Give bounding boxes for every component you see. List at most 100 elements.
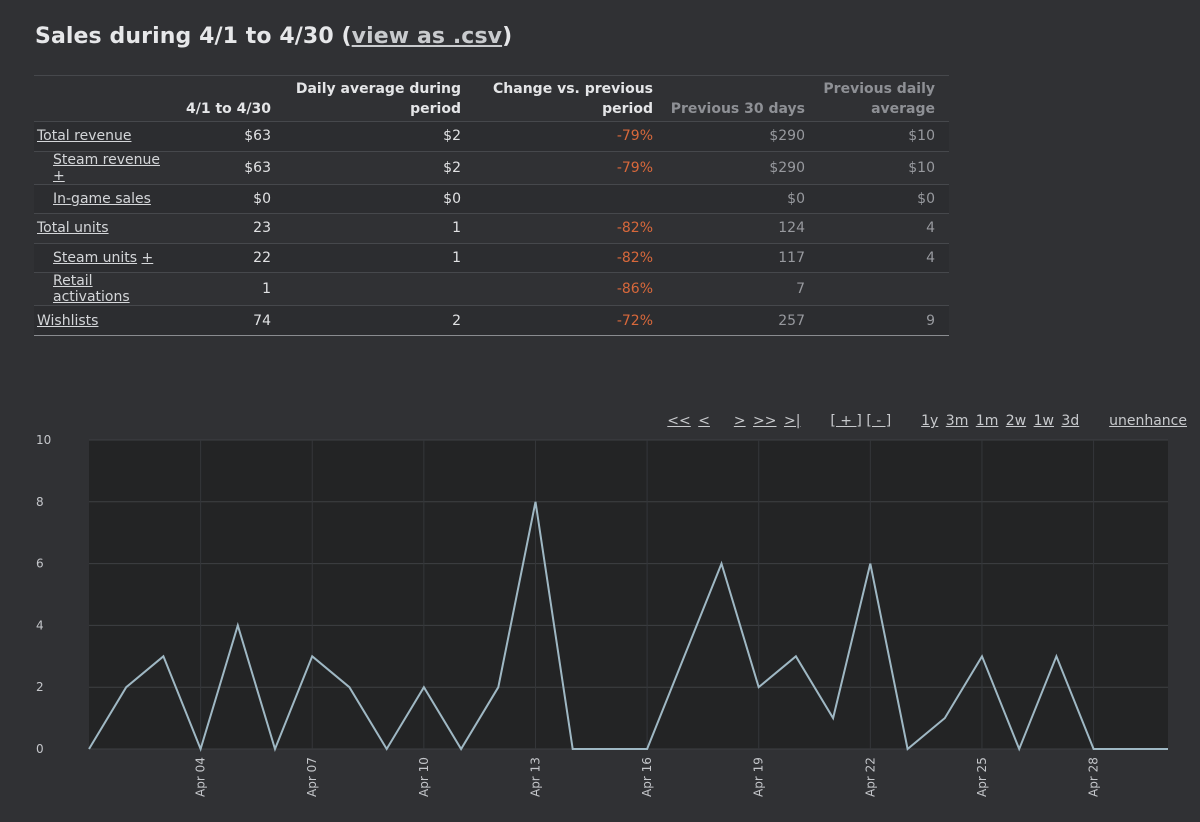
range-3m-link[interactable]: 3m	[945, 413, 969, 429]
y-tick-label: 2	[36, 680, 44, 694]
previous-30-cell: $290	[661, 121, 813, 152]
change-cell: -82%	[469, 213, 661, 244]
column-header-daily-average: Daily average during period	[279, 75, 469, 122]
zoom-out-link[interactable]: [ - ]	[866, 413, 892, 429]
column-header-previous-30: Previous 30 days	[661, 75, 813, 122]
expand-plus-link[interactable]: +	[53, 167, 65, 184]
title-suffix: )	[502, 24, 513, 49]
row-label-link[interactable]: Steam revenue	[53, 151, 160, 168]
x-tick-label: Apr 04	[194, 757, 208, 797]
previous-30-cell: 7	[661, 272, 813, 306]
period-value-cell: $0	[181, 183, 279, 214]
y-tick-label: 0	[36, 742, 44, 756]
daily-average-cell: $0	[279, 183, 469, 214]
daily-average-cell: 1	[279, 213, 469, 244]
daily-average-cell: $2	[279, 121, 469, 152]
table-row: Steam revenue + $63 $2 -79% $290 $10	[34, 150, 949, 185]
zoom-in-link[interactable]: [ + ]	[830, 413, 862, 429]
range-1w-link[interactable]: 1w	[1033, 413, 1054, 429]
unenhance-link[interactable]: unenhance	[1109, 413, 1187, 429]
title-prefix: Sales during 4/1 to 4/30 (	[35, 24, 352, 49]
x-tick-label: Apr 25	[975, 757, 989, 797]
daily-average-cell: 2	[279, 305, 469, 336]
view-csv-link[interactable]: view as .csv	[351, 24, 503, 49]
x-tick-label: Apr 16	[640, 757, 654, 797]
period-value-cell: 1	[181, 272, 279, 306]
expand-plus-link[interactable]: +	[141, 250, 154, 267]
x-tick-label: Apr 19	[752, 757, 766, 797]
x-tick-label: Apr 22	[863, 757, 877, 797]
plot-area	[89, 440, 1168, 749]
row-label-cell: Wishlists	[34, 305, 181, 336]
row-label-cell: Total revenue	[34, 121, 181, 152]
column-header-previous-daily: Previous daily average	[813, 75, 949, 122]
previous-daily-cell	[813, 272, 949, 306]
change-cell: -82%	[469, 242, 661, 273]
previous-30-cell: 117	[661, 242, 813, 273]
sales-summary-table: 4/1 to 4/30 Daily average during period …	[34, 75, 949, 336]
previous-daily-cell: $10	[813, 150, 949, 185]
row-label-link[interactable]: Retail activations	[53, 273, 130, 306]
x-tick-label: Apr 10	[417, 757, 431, 797]
daily-average-cell	[279, 272, 469, 306]
period-value-cell: 23	[181, 213, 279, 244]
row-label-link[interactable]: Total units	[37, 220, 109, 237]
table-row: Wishlists 74 2 -72% 257 9	[34, 305, 949, 336]
previous-30-cell: $290	[661, 150, 813, 185]
change-cell	[469, 183, 661, 214]
row-label-link[interactable]: Wishlists	[37, 312, 99, 329]
period-value-cell: 22	[181, 242, 279, 273]
previous-daily-cell: 9	[813, 305, 949, 336]
range-1y-link[interactable]: 1y	[921, 413, 939, 429]
previous-daily-cell: $10	[813, 121, 949, 152]
row-label-cell: Retail activations	[34, 272, 181, 306]
previous-30-cell: $0	[661, 183, 813, 214]
row-label-cell: In-game sales	[34, 183, 181, 214]
table-row: In-game sales $0 $0 $0 $0	[34, 183, 949, 214]
table-row: Retail activations 1 -86% 7	[34, 272, 949, 306]
y-tick-label: 10	[36, 433, 51, 447]
range-2w-link[interactable]: 2w	[1005, 413, 1027, 429]
nav-next-link[interactable]: >	[733, 413, 746, 429]
table-row: Total units 23 1 -82% 124 4	[34, 213, 949, 244]
x-tick-label: Apr 13	[528, 757, 542, 797]
period-value-cell: 74	[181, 305, 279, 336]
nav-first-link[interactable]: <<	[667, 413, 691, 429]
series-line	[88, 501, 1168, 753]
period-value-cell: $63	[181, 150, 279, 185]
column-header-label	[34, 75, 181, 122]
change-cell: -86%	[469, 272, 661, 306]
range-3d-link[interactable]: 3d	[1061, 413, 1080, 429]
range-1m-link[interactable]: 1m	[975, 413, 999, 429]
daily-average-cell: 1	[279, 242, 469, 273]
nav-prev-link[interactable]: <	[698, 413, 710, 429]
y-tick-label: 6	[36, 557, 44, 571]
previous-30-cell: 257	[661, 305, 813, 336]
table-row: Steam units +22 1 -82% 117 4	[34, 242, 949, 273]
x-axis: Apr 04 Apr 07 Apr 10 Apr 13 Apr 16 Apr 19 Apr …	[194, 757, 1101, 797]
change-cell: -79%	[469, 150, 661, 185]
y-axis: 0 2 4 6 8 10	[36, 433, 51, 756]
x-tick-label: Apr 07	[305, 757, 319, 797]
column-header-change: Change vs. previous period	[469, 75, 661, 122]
nav-last-link[interactable]: >|	[783, 413, 801, 429]
page-title: Sales during 4/1 to 4/30 (view as .csv)	[35, 24, 512, 49]
y-tick-label: 8	[36, 495, 44, 509]
previous-30-cell: 124	[661, 213, 813, 244]
chart-controls: << < > >> >| [ + ] [ - ] 1y 3m 1m 2w 1w …	[664, 413, 1187, 429]
previous-daily-cell: 4	[813, 242, 949, 273]
row-label-link[interactable]: In-game sales	[53, 190, 151, 207]
row-label-cell: Steam revenue +	[34, 150, 181, 185]
daily-average-cell: $2	[279, 150, 469, 185]
previous-daily-cell: 4	[813, 213, 949, 244]
row-label-cell: Steam units +	[34, 242, 181, 273]
row-label-cell: Total units	[34, 213, 181, 244]
nav-fast-forward-link[interactable]: >>	[753, 413, 777, 429]
column-header-period: 4/1 to 4/30	[181, 75, 279, 122]
period-value-cell: $63	[181, 121, 279, 152]
row-label-link[interactable]: Steam units	[53, 250, 138, 267]
row-label-link[interactable]: Total revenue	[37, 128, 132, 145]
change-cell: -72%	[469, 305, 661, 336]
change-cell: -79%	[469, 121, 661, 152]
